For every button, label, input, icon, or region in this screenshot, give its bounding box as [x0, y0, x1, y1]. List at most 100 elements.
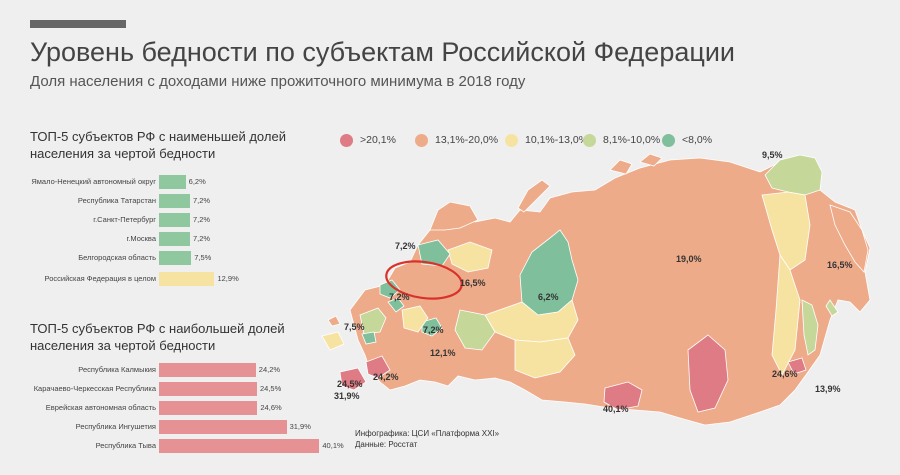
highest-bar-row: Карачаево-Черкесская Республика 24,5% — [30, 381, 350, 397]
credits: Инфографика: ЦСИ «Платформа XXI» Данные:… — [355, 428, 499, 450]
map-region-sakhalin — [801, 299, 819, 356]
map-region-zabaikalye — [687, 334, 729, 413]
legend-label: 10,1%-13,0% — [525, 134, 589, 146]
map-region-yakutia-east — [761, 191, 811, 271]
map-value-label: 7,5% — [344, 322, 365, 332]
bar-value: 24,6% — [260, 403, 282, 412]
map-region-tyva — [603, 381, 643, 411]
map-region-center-west — [359, 307, 387, 335]
map-region-kaliningrad — [327, 315, 341, 327]
credits-line1: Инфографика: ЦСИ «Платформа XXI» — [355, 429, 500, 438]
map-value-labels: 9,5% 19,0% 16,5% 16,5% 6,2% 7,2% 7,2% 7,5% 7,2% 1… — [334, 150, 853, 414]
highest-bar-row: Республика Калмыкия 24,2% — [30, 362, 350, 378]
map-region-tatarstan — [421, 317, 443, 337]
highest-bar-row: Республика Тыва 40,1% — [30, 438, 350, 454]
map-legend: >20,1% 13,1%-20,0% 10,1%-13,0% 8,1%-10,0% <8… — [340, 131, 740, 149]
lowest-heading-line1: ТОП-5 субъектов РФ с наименьшей долей — [30, 129, 286, 144]
credits-line2: Данные: Росстат — [355, 440, 418, 449]
legend-swatch — [662, 133, 675, 147]
bar — [159, 194, 190, 208]
bar-label: Ямало-Ненецкий автономный округ — [31, 177, 156, 186]
bar-label: Белгородская область — [78, 253, 156, 262]
map-region-khmao — [484, 299, 579, 343]
lowest-bar-row: Республика Татарстан 7,2% — [30, 193, 350, 209]
map-island-arctic — [639, 153, 663, 167]
legend-item: >20,1% — [340, 131, 396, 149]
bar-value: 7,5% — [194, 253, 212, 262]
legend-item: 13,1%-20,0% — [415, 131, 498, 149]
bar-value: 31,9% — [289, 422, 311, 431]
map-region-main — [349, 157, 871, 426]
bar-label: Еврейская автономная область — [45, 403, 156, 412]
map-island-north — [609, 159, 633, 175]
page-subtitle: Доля населения с доходами ниже прожиточн… — [30, 73, 526, 90]
map-region-volga — [401, 305, 429, 333]
legend-item: 8,1%-10,0% — [583, 131, 660, 149]
annotation-circle — [385, 260, 463, 300]
legend-label: 8,1%-10,0% — [603, 134, 661, 146]
map-value-label: 24,5% — [337, 379, 363, 389]
russia-poverty-map: 9,5% 19,0% 16,5% 16,5% 6,2% 7,2% 7,2% 7,5% 7,2% 1… — [321, 150, 871, 426]
highest-bar-row: Республика Ингушетия 31,9% — [30, 419, 350, 435]
map-region-spb — [379, 279, 401, 299]
map-region-nenets — [447, 241, 493, 273]
bar — [159, 175, 186, 189]
map-value-label: 31,9% — [334, 391, 360, 401]
bar — [159, 272, 215, 286]
legend-item: 10,1%-13,0% — [505, 131, 588, 149]
map-value-label: 9,5% — [762, 150, 783, 160]
bar — [159, 251, 192, 265]
map-region-kalmykia — [365, 355, 391, 379]
header-accent-bar — [30, 20, 126, 28]
map-region-ural — [454, 309, 496, 351]
bar-label: Карачаево-Черкесская Республика — [33, 384, 156, 393]
lowest-bar-row: Ямало-Ненецкий автономный округ 6,2% — [30, 174, 350, 190]
legend-swatch — [415, 133, 428, 147]
bar-value: 12,9% — [217, 274, 239, 283]
map-island-novaya-zemlya — [517, 179, 551, 213]
lowest-section-heading: ТОП-5 субъектов РФ с наименьшей долей на… — [30, 128, 330, 162]
bar-value: 24,2% — [258, 365, 281, 374]
map-value-label: 40,1% — [603, 404, 629, 414]
legend-swatch — [505, 133, 518, 147]
map-region-moscow — [387, 297, 405, 313]
highest-heading-line1: ТОП-5 субъектов РФ с наибольшей долей — [30, 321, 285, 336]
bar-label: г.Санкт-Петербург — [93, 215, 156, 224]
map-region-siberia-yellow — [514, 337, 576, 379]
bar-label: Республика Ингушетия — [75, 422, 156, 431]
bar-value: 6,2% — [188, 177, 206, 186]
lowest-bar-row: Белгородская область 7,5% — [30, 250, 350, 266]
map-value-label: 12,1% — [430, 348, 456, 358]
bar-label: Республика Татарстан — [77, 196, 156, 205]
legend-swatch — [340, 133, 353, 147]
bar-label: Республика Тыва — [95, 441, 156, 450]
legend-item: <8,0% — [662, 131, 712, 149]
page-title: Уровень бедности по субъектам Российской… — [30, 37, 735, 67]
map-value-label: 6,2% — [538, 292, 559, 302]
bar-value: 7,2% — [192, 215, 211, 224]
map-region-kola — [429, 201, 479, 231]
map-region-kamchatka — [829, 204, 869, 273]
lowest-bar-row: г.Санкт-Петербург 7,2% — [30, 212, 350, 228]
map-value-label: 16,5% — [827, 260, 853, 270]
bar — [159, 420, 287, 434]
bar-label: Российская Федерация в целом — [44, 274, 156, 283]
map-region-belgorod — [361, 331, 377, 345]
map-value-label: 19,0% — [676, 254, 702, 264]
legend-swatch — [583, 133, 596, 147]
map-region-jewish-ao — [787, 357, 807, 375]
bar — [159, 382, 257, 396]
highest-heading-line2: населения за чертой бедности — [30, 338, 216, 353]
highest-section-heading: ТОП-5 субъектов РФ с наибольшей долей на… — [30, 320, 330, 354]
map-region-crimea — [321, 331, 345, 351]
lowest-heading-line2: населения за чертой бедности — [30, 146, 216, 161]
bar — [159, 232, 190, 246]
legend-label: 13,1%-20,0% — [435, 134, 499, 146]
bar — [159, 439, 320, 453]
bar — [159, 401, 258, 415]
map-value-label: 24,6% — [772, 369, 798, 379]
lowest-bar-row: г.Москва 7,2% — [30, 231, 350, 247]
bar-label: г.Москва — [126, 234, 156, 243]
map-value-label: 16,5% — [460, 278, 486, 288]
legend-label: >20,1% — [360, 134, 396, 146]
